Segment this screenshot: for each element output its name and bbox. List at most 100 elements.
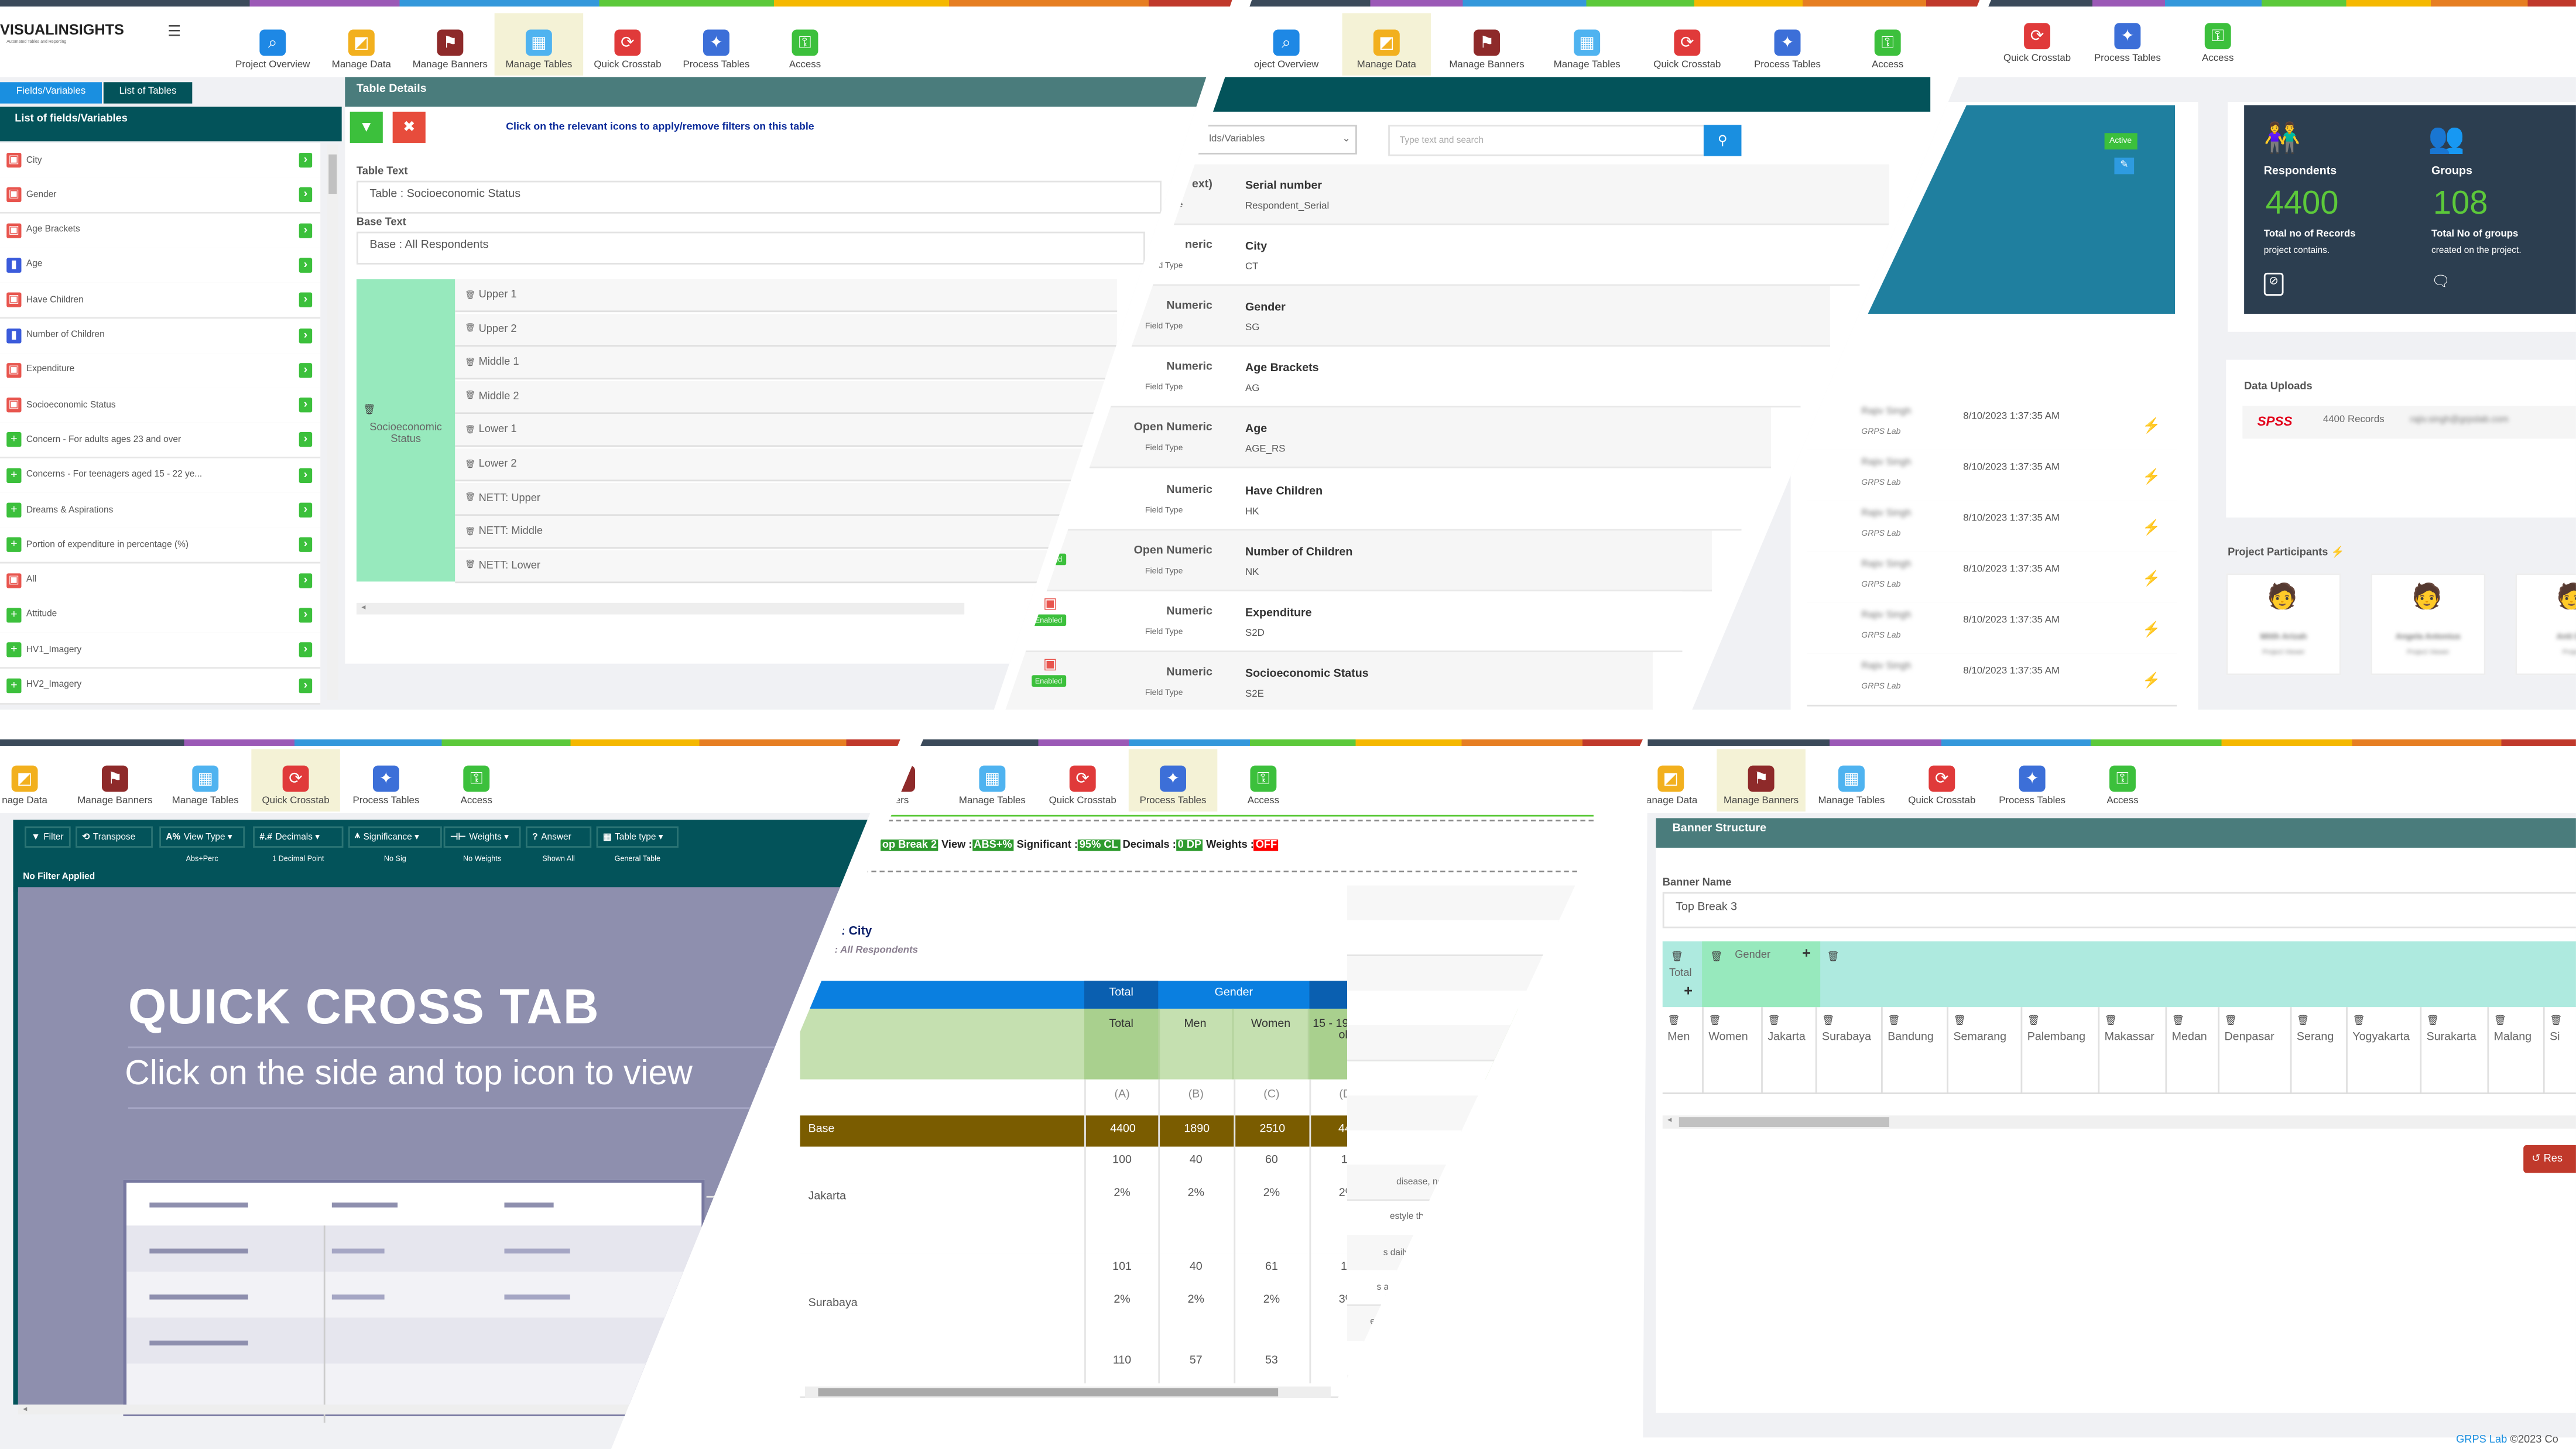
remove-filter-button[interactable]: ✖ xyxy=(392,111,426,143)
nav-project-overview[interactable]: ⌕ oject Overview xyxy=(1242,13,1331,76)
chevron-right-icon[interactable]: › xyxy=(1608,1315,1622,1330)
trash-icon[interactable]: 🗑 xyxy=(465,324,475,334)
trash-icon[interactable]: 🗑 xyxy=(1821,1016,1835,1027)
lightning-icon[interactable]: ⚡ xyxy=(2142,672,2161,688)
banner-column[interactable]: 🗑 Yogyakarta xyxy=(2348,1007,2422,1094)
search-input[interactable]: Type text and search xyxy=(1388,125,1705,156)
trash-icon[interactable]: 🗑 xyxy=(2352,1016,2365,1027)
field-item[interactable]: + Attitude › xyxy=(0,598,321,634)
variable-row[interactable]: disease, no matte... xyxy=(1347,1165,1627,1202)
field-item[interactable]: ▣ Age Brackets › xyxy=(0,213,321,249)
variable-row[interactable] xyxy=(1347,885,1627,922)
chevron-right-icon[interactable]: › xyxy=(299,293,313,308)
variable-row[interactable] xyxy=(1347,1095,1627,1132)
edit-icon[interactable]: ✎ xyxy=(2114,157,2135,174)
answer-button[interactable]: ? Answer xyxy=(525,826,592,848)
field-item[interactable]: ▣ Gender › xyxy=(0,177,321,214)
horizontal-scrollbar[interactable]: ◂ xyxy=(18,1405,766,1415)
horizontal-scrollbar[interactable]: ◂ xyxy=(356,602,965,615)
chevron-right-icon[interactable]: › xyxy=(1608,895,1622,910)
nav-process-tables[interactable]: ✦ Process Tables xyxy=(672,13,761,76)
trash-icon[interactable]: 🗑 xyxy=(1708,1016,1721,1027)
field-item[interactable]: ▣ All › xyxy=(0,563,321,600)
filter-button[interactable]: ▼ xyxy=(350,111,383,143)
field-item[interactable]: ▣ Have Children › xyxy=(0,283,321,319)
trash-icon[interactable]: 🗑 xyxy=(1888,1016,1900,1027)
nav-manage-tables[interactable]: ▦ Manage Tables xyxy=(948,749,1037,812)
trash-icon[interactable]: 🗑 xyxy=(465,290,475,300)
variable-row[interactable] xyxy=(1347,1060,1627,1097)
banner-column[interactable]: 🗑 Denpasar xyxy=(2219,1007,2292,1094)
chevron-right-icon[interactable]: › xyxy=(299,642,313,657)
horizontal-scrollbar[interactable] xyxy=(804,1386,1331,1398)
field-item[interactable]: ▮ Number of Children › xyxy=(0,317,321,354)
nav-process-tables[interactable]: ✦ Process Tables xyxy=(1743,13,1832,76)
chevron-right-icon[interactable]: › xyxy=(1608,1070,1622,1085)
banner-column[interactable]: 🗑 Jakarta xyxy=(1763,1007,1817,1094)
variable-row[interactable]: s a long time to recover and ... xyxy=(1347,1270,1627,1307)
trash-icon[interactable]: 🗑 xyxy=(2104,1016,2118,1027)
field-item[interactable]: ▣ Socioeconomic Status › xyxy=(0,388,321,424)
tab-list-of-tables[interactable]: List of Tables xyxy=(103,82,193,104)
chevron-right-icon[interactable]: › xyxy=(299,222,313,238)
field-item[interactable]: + Concern - For adults ages 23 and over › xyxy=(0,423,321,459)
trash-icon[interactable]: 🗑 xyxy=(465,459,475,470)
trash-icon[interactable]: 🗑 xyxy=(465,425,475,436)
variable-row[interactable]: fun in daily life xyxy=(1347,1340,1627,1377)
banner-column[interactable]: 🗑 Malang xyxy=(2489,1007,2545,1094)
tab-fields-variables[interactable]: Fields/Variables xyxy=(0,82,102,104)
nav-access[interactable]: ⚿ Access xyxy=(761,13,849,76)
trash-icon[interactable]: 🗑 xyxy=(1827,953,1839,963)
chevron-right-icon[interactable]: › xyxy=(1608,1210,1622,1225)
chevron-right-icon[interactable]: › xyxy=(299,327,313,343)
nav-quick-crosstab[interactable]: ⟳ Quick Crosstab xyxy=(1643,13,1732,76)
chevron-right-icon[interactable]: › xyxy=(1608,1350,1622,1365)
field-row[interactable] xyxy=(1005,408,1771,469)
trash-icon[interactable]: 🗑 xyxy=(2493,1016,2507,1027)
banner-column[interactable]: 🗑 Bandung xyxy=(1883,1007,1949,1094)
chevron-right-icon[interactable]: › xyxy=(1608,1140,1622,1155)
nav-manage-tables[interactable]: ▦ Manage Tables xyxy=(494,13,584,76)
variable-row[interactable]: estyle that is re... xyxy=(1347,1200,1627,1237)
filter-button[interactable]: ▼ Filter xyxy=(25,826,71,848)
trash-icon[interactable]: 🗑 xyxy=(2171,1016,2185,1027)
variable-row[interactable] xyxy=(1347,920,1627,957)
chevron-right-icon[interactable]: › xyxy=(1608,930,1622,946)
nav-manage-data[interactable]: ◩ Manage Data xyxy=(1342,13,1431,76)
trash-icon[interactable]: 🗑 xyxy=(2550,1016,2563,1027)
trash-icon[interactable]: 🗑 xyxy=(1953,1016,1966,1027)
view-type-button[interactable]: A% View Type ▾ xyxy=(159,826,245,848)
report-icon[interactable]: ⊘ xyxy=(2263,272,2284,296)
trash-icon[interactable]: 🗑 xyxy=(2224,1016,2237,1027)
chevron-right-icon[interactable]: › xyxy=(299,433,313,448)
weights-button[interactable]: ⊣⊢ Weights ▾ xyxy=(443,826,521,848)
field-item[interactable]: ▣ Expenditure › xyxy=(0,352,321,389)
chevron-right-icon[interactable]: › xyxy=(299,502,313,518)
lightning-icon[interactable]: ⚡ xyxy=(2142,417,2161,434)
nav-access[interactable]: ⚿ Access xyxy=(1219,749,1308,812)
field-row[interactable] xyxy=(1005,469,1742,530)
banner-column[interactable]: 🗑 Men xyxy=(1663,1007,1704,1094)
nav-manage-tables[interactable]: ▦ Manage Tables xyxy=(1807,749,1896,812)
chevron-right-icon[interactable]: › xyxy=(299,467,313,483)
nav-quick-crosstab[interactable]: ⟳ Quick Crosstab xyxy=(1897,749,1986,812)
participant-card[interactable]: 🧑 Anti Dor Project xyxy=(2515,573,2576,676)
variable-row[interactable]: s daily needs with ... xyxy=(1347,1235,1627,1272)
field-item[interactable]: + HV2_Imagery › xyxy=(0,667,321,704)
lightning-icon[interactable]: ⚡ xyxy=(2142,621,2161,638)
variable-row[interactable]: ot excited to work xyxy=(1347,1375,1627,1412)
field-item[interactable]: + HV1_Imagery › xyxy=(0,632,321,669)
variable-row[interactable] xyxy=(1347,1130,1627,1167)
transpose-button[interactable]: ⟲ Transpose xyxy=(76,826,153,848)
table-text-input[interactable]: Table : Socioeconomic Status xyxy=(356,180,1162,214)
footer-brand[interactable]: GRPS Lab xyxy=(2456,1434,2508,1446)
nav-process-tables[interactable]: ✦ Process Tables xyxy=(342,749,431,812)
nav-manage-banners[interactable]: ⚑ Manage Banners xyxy=(406,13,495,76)
field-item[interactable]: ▣ City › xyxy=(0,143,321,179)
chevron-right-icon[interactable]: › xyxy=(1608,1245,1622,1260)
significance-button[interactable]: ⩚ Significance ▾ xyxy=(348,826,442,848)
chevron-right-icon[interactable]: › xyxy=(1608,1000,1622,1015)
nav-project-overview[interactable]: ⌕ Project Overview xyxy=(228,13,317,76)
chevron-right-icon[interactable]: › xyxy=(299,537,313,553)
chevron-right-icon[interactable]: › xyxy=(299,187,313,203)
